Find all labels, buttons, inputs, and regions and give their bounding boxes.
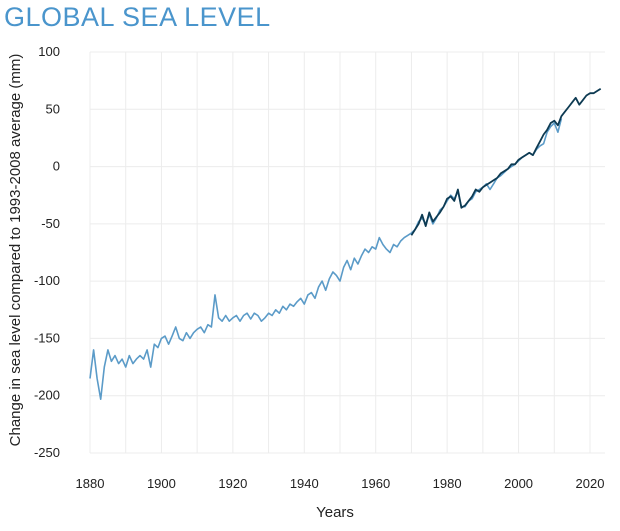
y-tick-label: 100 bbox=[38, 44, 60, 59]
y-tick-label: -200 bbox=[34, 388, 60, 403]
x-tick-label: 2020 bbox=[576, 476, 605, 491]
y-tick-label: -100 bbox=[34, 273, 60, 288]
series-line-1 bbox=[410, 87, 602, 236]
x-tick-label: 1960 bbox=[361, 476, 390, 491]
x-tick-label: 1900 bbox=[147, 476, 176, 491]
x-axis-label: Years bbox=[316, 504, 354, 521]
grid bbox=[89, 51, 605, 454]
y-tick-label: 0 bbox=[53, 159, 60, 174]
x-tick-label: 1940 bbox=[290, 476, 319, 491]
y-tick-label: 50 bbox=[46, 101, 60, 116]
tick-labels: 100 50 0 -50 -100 -150 -200 -250 1880 1900 1920 194… bbox=[34, 44, 604, 491]
x-tick-label: 1920 bbox=[218, 476, 247, 491]
chart-title: GLOBAL SEA LEVEL bbox=[4, 2, 271, 32]
y-tick-label: -150 bbox=[34, 330, 60, 345]
y-tick-label: -50 bbox=[41, 216, 60, 231]
series-line-0 bbox=[89, 118, 563, 401]
x-tick-label: 2000 bbox=[504, 476, 533, 491]
series-lines bbox=[89, 87, 602, 401]
y-tick-label: -250 bbox=[34, 445, 60, 460]
y-axis-label: Change in sea level compared to 1993-200… bbox=[7, 54, 24, 447]
x-tick-label: 1880 bbox=[76, 476, 105, 491]
x-tick-label: 1980 bbox=[433, 476, 462, 491]
